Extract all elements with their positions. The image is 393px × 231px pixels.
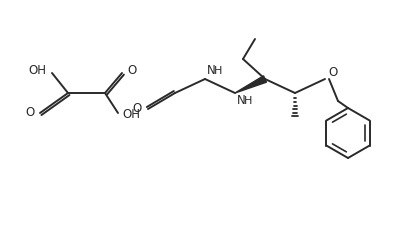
Text: H: H bbox=[214, 66, 222, 76]
Text: O: O bbox=[133, 103, 142, 116]
Text: O: O bbox=[26, 106, 35, 119]
Text: N: N bbox=[237, 94, 246, 107]
Polygon shape bbox=[235, 76, 266, 93]
Text: H: H bbox=[244, 96, 252, 106]
Text: N: N bbox=[207, 64, 216, 77]
Text: OH: OH bbox=[28, 64, 46, 77]
Text: O: O bbox=[329, 67, 338, 79]
Text: O: O bbox=[127, 64, 136, 77]
Text: OH: OH bbox=[122, 109, 140, 122]
